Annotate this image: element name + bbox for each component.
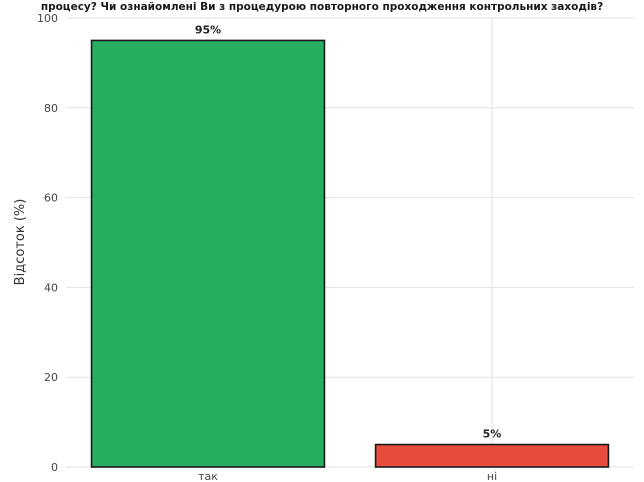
y-axis-label: Відсоток (%) <box>13 199 28 286</box>
y-tick-label: 80 <box>44 102 58 115</box>
bar-value-label: 95% <box>195 23 221 36</box>
x-tick-label: ні <box>487 470 497 482</box>
data-labels: 95% 5% <box>195 23 502 440</box>
y-tick-label: 100 <box>37 12 58 25</box>
y-axis-ticks: 0 20 40 60 80 100 <box>37 12 58 474</box>
chart-title: процесу? Чи ознайомлені Ви з процедурою … <box>41 1 603 13</box>
bar-2 <box>374 443 610 468</box>
x-tick-label: так <box>198 470 218 482</box>
y-tick-label: 60 <box>44 192 58 205</box>
y-tick-label: 0 <box>51 461 58 474</box>
bar-1 <box>90 39 326 468</box>
bar-value-label: 5% <box>483 428 502 441</box>
x-axis-ticks: так ні <box>198 470 497 482</box>
bars <box>90 39 610 468</box>
y-tick-label: 40 <box>44 281 58 294</box>
y-tick-label: 20 <box>44 371 58 384</box>
